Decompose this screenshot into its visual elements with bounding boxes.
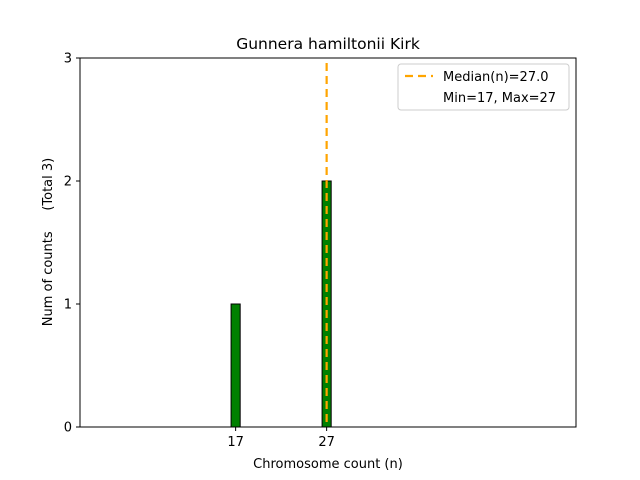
y-tick-label: 3 [64, 52, 72, 67]
legend-entry-median: Median(n)=27.0 [443, 70, 549, 85]
x-axis-ticks: 17 27 [227, 427, 335, 450]
chart-title: Gunnera hamiltonii Kirk [236, 35, 420, 53]
legend-entry-minmax: Min=17, Max=27 [443, 91, 556, 106]
y-tick-label: 1 [64, 298, 72, 313]
axes-frame [79, 57, 577, 428]
x-tick-label: 27 [318, 435, 335, 450]
y-axis-label: Num of counts (Total 3) [41, 158, 56, 326]
legend: Median(n)=27.0 Min=17, Max=27 [397, 63, 570, 111]
y-tick-label: 0 [64, 421, 72, 436]
x-axis-label: Chromosome count (n) [253, 457, 403, 472]
x-tick-label: 17 [227, 435, 244, 450]
y-tick-label: 2 [64, 175, 72, 190]
bar-17 [230, 303, 241, 428]
legend-box [397, 63, 570, 111]
y-axis-ticks: 0 1 2 3 [64, 52, 80, 436]
